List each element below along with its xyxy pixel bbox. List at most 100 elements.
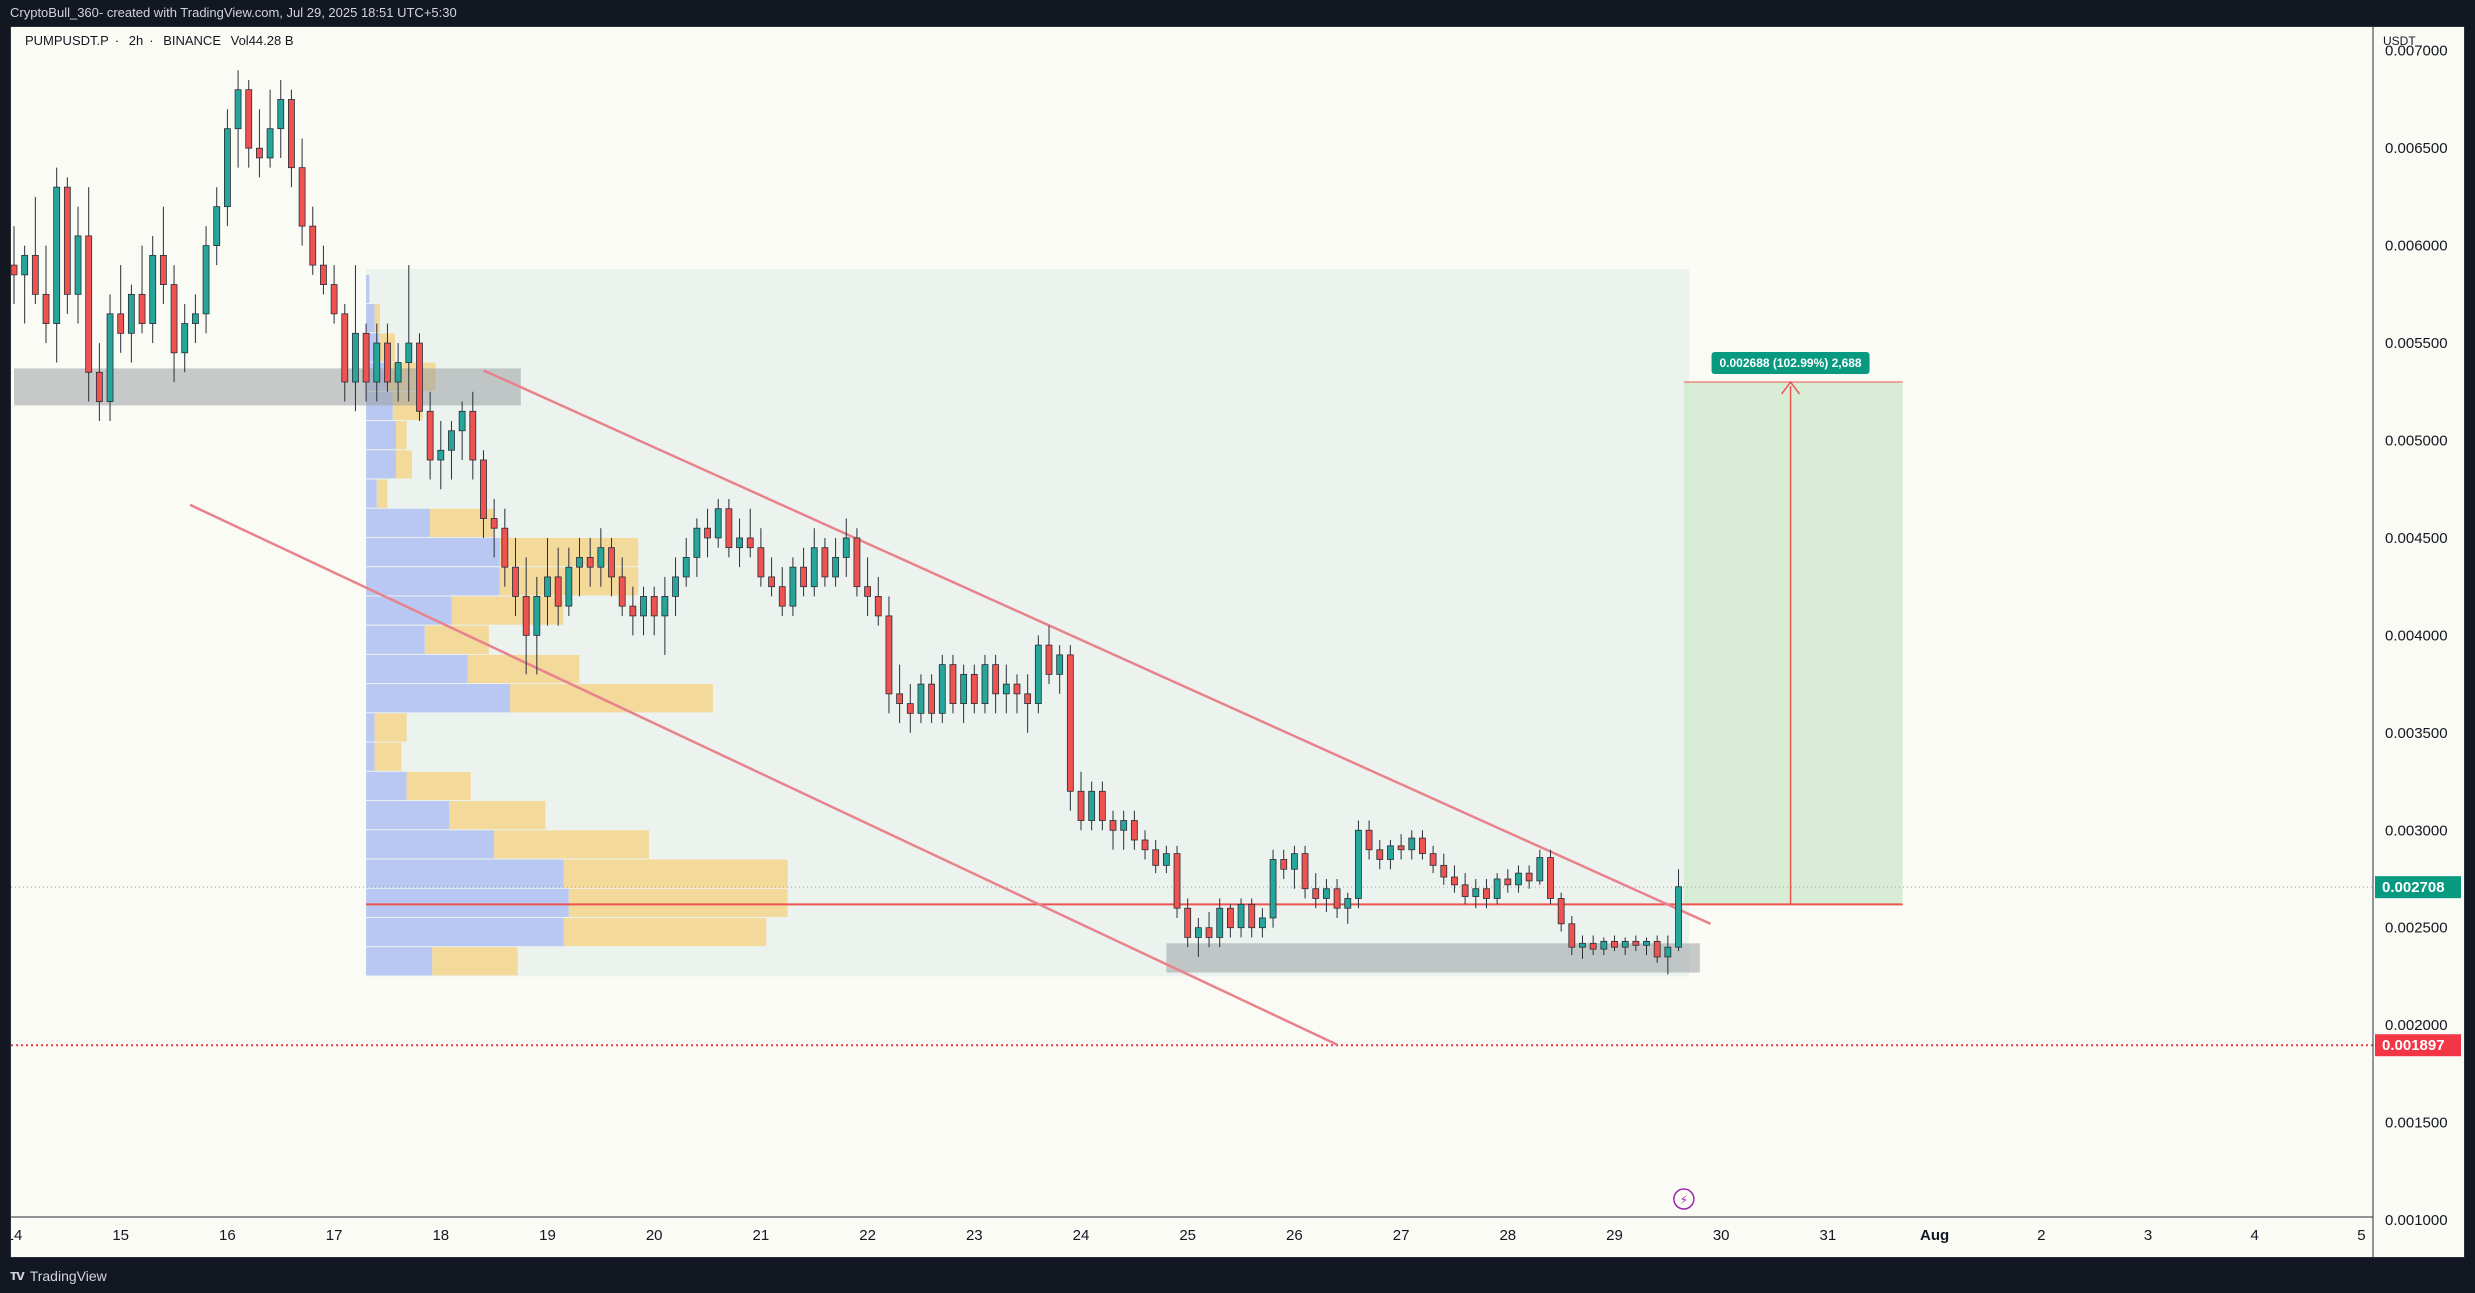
price-tick-label: 0.007000: [2385, 43, 2448, 60]
candle-body: [490, 518, 498, 529]
candle-body: [1237, 903, 1245, 929]
current-price-tag: [2375, 876, 2461, 899]
candle-body: [842, 537, 850, 558]
volume-profile-down-bar: [376, 479, 388, 508]
candle-body: [330, 284, 338, 315]
candle-body: [31, 254, 39, 295]
candle-body: [1600, 940, 1608, 950]
candle-body: [1525, 872, 1533, 882]
volume-profile-up-bar: [366, 304, 375, 333]
candle-body: [768, 576, 775, 588]
candle-body: [650, 596, 658, 617]
candle-body: [1184, 907, 1192, 938]
candle-body: [1248, 903, 1256, 929]
candle-body: [266, 128, 274, 159]
symbol-exchange: BINANCE: [163, 33, 221, 48]
symbol-info: PUMPUSDT.P · 2h · BINANCE Vol44.28 B: [25, 33, 294, 48]
candle-body: [1333, 888, 1341, 909]
candle-body: [917, 683, 925, 714]
candle-body: [405, 342, 413, 363]
candle-body: [117, 313, 125, 334]
candle-body: [1589, 942, 1597, 950]
time-tick-label: 18: [432, 1227, 449, 1244]
candle-body: [1451, 876, 1458, 886]
candle-body: [736, 537, 743, 549]
current-price-value: 0.002708: [2382, 879, 2445, 896]
measure-label-box: [1711, 352, 1870, 375]
candle-body: [725, 508, 733, 549]
price-tick-label: 0.006000: [2385, 238, 2448, 255]
time-tick-label: 17: [326, 1227, 343, 1244]
volume-profile-up-bar: [366, 537, 500, 567]
price-tick-label: 0.002000: [2385, 1017, 2448, 1034]
candle-body: [1088, 790, 1096, 821]
candle-body: [885, 615, 893, 695]
symbol-name: PUMPUSDT.P: [25, 33, 109, 48]
volume-profile-down-bar: [568, 888, 788, 917]
candle-body: [821, 547, 829, 578]
candle-body: [256, 147, 263, 159]
candle-body: [170, 284, 178, 354]
candle-body: [1440, 864, 1448, 878]
candle-body: [693, 527, 701, 558]
candle-body: [1130, 820, 1138, 841]
candle-body: [149, 254, 157, 324]
time-tick-label: 4: [2251, 1227, 2259, 1244]
time-tick-label: Aug: [1920, 1227, 1949, 1244]
candle-body: [416, 342, 423, 412]
candle-body: [1429, 853, 1437, 866]
volume-profile-down-bar: [374, 304, 380, 333]
volume-profile-down-bar: [563, 859, 788, 888]
candle-body: [810, 547, 818, 588]
candle-body: [800, 566, 807, 588]
candle-body: [159, 254, 167, 286]
chart-panel[interactable]: 0.002688 (102.99%) 2,688 USDT 0.007000 0.00…: [10, 26, 2465, 1258]
candle-body: [1077, 790, 1085, 821]
time-tick-label: 15: [112, 1227, 129, 1244]
candle-body: [1024, 693, 1032, 704]
candle-body: [1120, 820, 1128, 831]
candle-body: [554, 576, 562, 607]
candle-body: [74, 235, 82, 295]
candle-body: [85, 235, 93, 373]
candle-body: [949, 664, 957, 704]
candle-body: [223, 128, 231, 208]
volume-profile-down-bar: [432, 947, 518, 976]
candle-body: [629, 605, 637, 617]
candle-body: [1066, 654, 1074, 792]
candle-body: [1643, 940, 1650, 946]
time-tick-label: 26: [1286, 1227, 1303, 1244]
candle-body: [469, 410, 477, 461]
time-tick-label: 21: [753, 1227, 770, 1244]
candle-body: [661, 596, 669, 617]
volume-profile-up-bar: [366, 567, 500, 596]
candle-body: [992, 664, 1000, 695]
candle-body: [1258, 917, 1266, 929]
candle-body: [640, 596, 647, 617]
volume-profile-down-bar: [563, 917, 767, 947]
candle-body: [373, 342, 381, 383]
volume-profile-down-bar: [395, 421, 407, 450]
candle-body: [1301, 853, 1309, 890]
candle-body: [298, 167, 306, 227]
candle-body: [1056, 654, 1064, 675]
candle-body: [928, 683, 936, 714]
candle-body: [544, 576, 551, 597]
candle-body: [1632, 940, 1640, 946]
candle-body: [352, 332, 359, 383]
candle-body: [906, 703, 914, 714]
candle-body: [42, 293, 50, 324]
tradingview-logo[interactable]: ᴛᴠ TradingView: [10, 1267, 107, 1284]
symbol-interval: 2h: [128, 33, 144, 48]
candle-body: [95, 371, 103, 402]
candle-body: [1152, 849, 1160, 866]
time-tick-label: 27: [1393, 1227, 1410, 1244]
volume-profile-down-bar: [406, 771, 471, 801]
candle-body: [1365, 829, 1373, 851]
candle-body: [1323, 888, 1330, 899]
candle-body: [341, 313, 349, 383]
time-tick-label: 22: [859, 1227, 876, 1244]
candle-body: [21, 254, 29, 276]
candle-body: [618, 576, 626, 607]
